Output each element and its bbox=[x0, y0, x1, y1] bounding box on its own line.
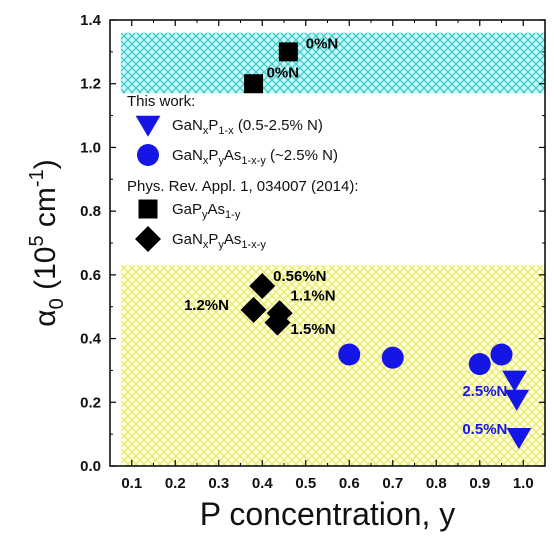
x-tick-label: 0.4 bbox=[252, 475, 274, 492]
y-tick-label: 0.6 bbox=[80, 267, 101, 284]
y-tick-label: 0.0 bbox=[80, 458, 101, 475]
point-annotation: 0.56%N bbox=[273, 268, 326, 285]
data-point-triangle-down bbox=[504, 389, 530, 411]
y-tick-label: 1.4 bbox=[80, 12, 102, 29]
data-point-circle bbox=[468, 353, 491, 376]
data-point-square bbox=[244, 74, 264, 94]
x-axis-title: P concentration, y bbox=[200, 496, 456, 532]
data-point-diamond bbox=[249, 273, 276, 300]
x-tick-label: 0.3 bbox=[208, 475, 229, 492]
legend-label: GaNx​Py​As1-x-y​ bbox=[172, 231, 266, 251]
shaded-band-0 bbox=[120, 32, 545, 94]
legend-label: GaNx​Py​As1-x-y​ (~2.5% N) bbox=[172, 147, 338, 167]
point-annotation: 2.5%N bbox=[462, 383, 507, 400]
x-tick-label: 0.9 bbox=[469, 475, 490, 492]
y-tick-label: 0.8 bbox=[80, 203, 101, 220]
data-point-diamond bbox=[264, 309, 291, 336]
data-point-circle bbox=[338, 343, 361, 366]
data-point-circle bbox=[381, 346, 404, 369]
x-tick-label: 0.2 bbox=[165, 475, 186, 492]
legend-header-this-work: This work: bbox=[127, 93, 195, 110]
data-point-square bbox=[278, 42, 298, 62]
legend-marker-diamond bbox=[135, 226, 161, 252]
y-axis-title: α0​ (105​ cm-1​) bbox=[26, 159, 68, 326]
x-tick-label: 0.1 bbox=[121, 475, 142, 492]
point-annotation: 1.1%N bbox=[291, 287, 336, 304]
y-tick-label: 0.4 bbox=[80, 331, 102, 348]
point-annotation: 0.5%N bbox=[462, 421, 507, 438]
point-annotation: 0%N bbox=[267, 64, 300, 81]
y-tick-label: 1.2 bbox=[80, 76, 101, 93]
legend-marker-triangle-down bbox=[135, 115, 161, 137]
x-tick-label: 0.8 bbox=[426, 475, 447, 492]
legend-label: GaPy​As1-y​ bbox=[172, 201, 241, 221]
x-tick-label: 0.7 bbox=[382, 475, 403, 492]
y-tick-label: 1.0 bbox=[80, 139, 101, 156]
y-tick-label: 0.2 bbox=[80, 394, 101, 411]
data-point-triangle-down bbox=[502, 370, 527, 392]
data-point-triangle-down bbox=[506, 428, 532, 450]
x-tick-label: 0.6 bbox=[339, 475, 360, 492]
legend-label: GaNx​P1-x​ (0.5-2.5% N) bbox=[172, 117, 323, 137]
x-tick-label: 1.0 bbox=[513, 475, 534, 492]
legend-header-reference: Phys. Rev. Appl. 1, 034007 (2014): bbox=[127, 178, 359, 195]
point-annotation: 0%N bbox=[306, 36, 339, 53]
legend-marker-circle bbox=[137, 144, 159, 166]
point-annotation: 1.2%N bbox=[184, 297, 229, 314]
point-annotation: 1.5%N bbox=[291, 321, 336, 338]
data-point-diamond bbox=[240, 296, 267, 323]
x-tick-label: 0.5 bbox=[295, 475, 316, 492]
legend-marker-square bbox=[138, 199, 158, 219]
data-point-circle bbox=[490, 343, 513, 366]
